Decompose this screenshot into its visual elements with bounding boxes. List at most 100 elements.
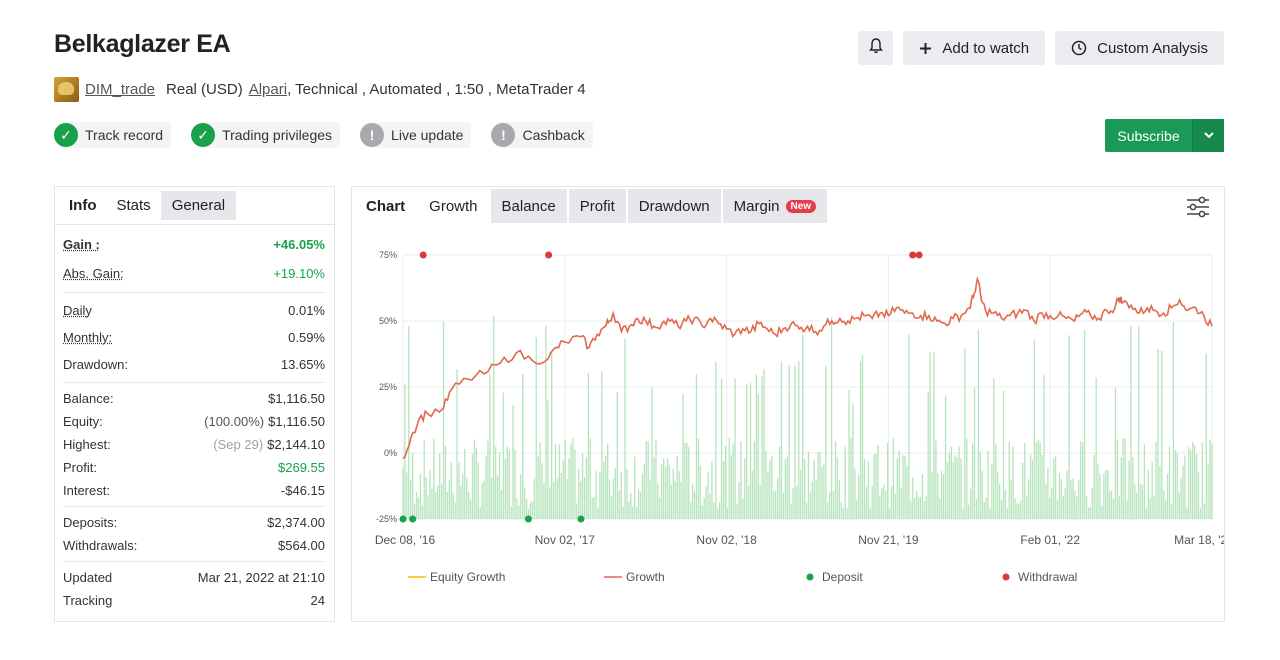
system-meta: DIM_trade Real (USD) Alpari , Technical … xyxy=(54,77,586,102)
notification-button[interactable] xyxy=(858,31,894,65)
growth-chart[interactable]: 75% 50% 25% 0% -25% Dec 08, '16 Nov 02, '17 Nov… xyxy=(352,225,1224,621)
abs-gain-label[interactable]: Abs. Gain: xyxy=(63,266,124,281)
gain-value: +46.05% xyxy=(273,237,325,252)
y-tick-label: -25% xyxy=(376,514,397,524)
highest-date: (Sep 29) xyxy=(213,437,264,452)
subscribe-label: Subscribe xyxy=(1105,119,1193,152)
legend-swatch xyxy=(806,573,814,581)
x-tick-label: Nov 21, '19 xyxy=(858,533,919,547)
plus-icon xyxy=(919,42,932,55)
badge-trading-privileges[interactable]: ✓ Trading privileges xyxy=(191,122,341,148)
check-icon: ✓ xyxy=(191,123,216,147)
x-tick-label: Nov 02, '17 xyxy=(535,533,596,547)
gain-label[interactable]: Gain : xyxy=(63,237,100,252)
deposit-marker xyxy=(409,515,417,523)
badge-cashback[interactable]: ! Cashback xyxy=(491,122,593,148)
tab-general[interactable]: General xyxy=(160,191,237,220)
x-tick-label: Nov 02, '18 xyxy=(696,533,757,547)
subscribe-button[interactable]: Subscribe xyxy=(1105,119,1224,152)
badge-label: Trading privileges xyxy=(222,127,333,143)
clock-icon xyxy=(1071,40,1087,56)
legend-swatch xyxy=(1002,573,1010,581)
settings-sliders-icon[interactable] xyxy=(1186,196,1210,221)
badge-label: Cashback xyxy=(522,127,585,143)
legend-label: Equity Growth xyxy=(430,570,505,584)
monthly-label[interactable]: Monthly: xyxy=(63,330,113,345)
balance-value: $1,116.50 xyxy=(268,391,325,406)
interest-value: -$46.15 xyxy=(280,483,325,498)
tab-margin[interactable]: Margin New xyxy=(722,189,828,223)
tab-profit[interactable]: Profit xyxy=(568,189,626,223)
add-to-watch-button[interactable]: Add to watch xyxy=(903,31,1046,65)
legend-label: Deposit xyxy=(822,570,863,584)
check-icon: ✓ xyxy=(54,123,78,147)
badge-live-update[interactable]: ! Live update xyxy=(360,122,472,148)
account-type: Real (USD) xyxy=(166,81,243,98)
status-badges: ✓ Track record ✓ Trading privileges ! Li… xyxy=(54,122,593,148)
avatar[interactable] xyxy=(54,77,79,102)
tab-info[interactable]: Info xyxy=(69,197,97,214)
daily-value: 0.01% xyxy=(288,303,325,318)
info-panel: Info Stats General Gain : +46.05% Abs. Ga… xyxy=(54,186,335,622)
tab-chart[interactable]: Chart xyxy=(366,197,406,215)
exclamation-icon: ! xyxy=(491,123,516,147)
y-tick-label: 75% xyxy=(379,250,397,260)
bell-icon xyxy=(869,38,883,58)
badge-label: Track record xyxy=(85,127,164,143)
updated-value: Mar 21, 2022 at 21:10 xyxy=(197,570,325,585)
custom-analysis-button[interactable]: Custom Analysis xyxy=(1055,31,1224,65)
equity-value: $1,116.50 xyxy=(268,414,325,429)
withdrawal-marker xyxy=(915,251,923,259)
withdrawal-marker xyxy=(545,251,553,259)
profit-value: $269.55 xyxy=(278,460,325,475)
tab-growth[interactable]: Growth xyxy=(418,189,489,223)
withdrawal-marker xyxy=(419,251,427,259)
deposits-value: $2,374.00 xyxy=(267,515,325,530)
equity-percent: (100.00%) xyxy=(204,414,265,429)
y-tick-label: 25% xyxy=(379,382,397,392)
profit-label: Profit: xyxy=(63,460,97,475)
balance-label: Balance: xyxy=(63,391,114,406)
custom-analysis-label: Custom Analysis xyxy=(1097,39,1208,57)
deposit-marker xyxy=(577,515,585,523)
drawdown-value: 13.65% xyxy=(280,357,325,372)
drawdown-label: Drawdown: xyxy=(63,357,129,372)
chart-tabs: Chart Growth Balance Profit Drawdown Mar… xyxy=(352,187,1224,225)
highest-label: Highest: xyxy=(63,437,111,452)
withdrawals-label: Withdrawals: xyxy=(63,538,138,553)
interest-label: Interest: xyxy=(63,483,110,498)
add-to-watch-label: Add to watch xyxy=(942,39,1030,57)
abs-gain-value: +19.10% xyxy=(273,266,325,281)
page-title: Belkaglazer EA xyxy=(54,30,231,58)
legend-label: Growth xyxy=(626,570,665,584)
daily-label[interactable]: Daily xyxy=(63,303,92,318)
tab-stats[interactable]: Stats xyxy=(116,197,151,214)
tab-balance[interactable]: Balance xyxy=(490,189,567,223)
badge-track-record[interactable]: ✓ Track record xyxy=(54,122,172,148)
tracking-label: Tracking xyxy=(63,593,113,608)
badge-label: Live update xyxy=(391,127,464,143)
author-link[interactable]: DIM_trade xyxy=(85,81,156,98)
x-tick-label: Mar 18, '22 xyxy=(1174,533,1224,547)
chevron-down-icon[interactable] xyxy=(1193,119,1224,152)
top-toolbar: Add to watch Custom Analysis xyxy=(858,31,1224,65)
tab-drawdown[interactable]: Drawdown xyxy=(627,189,721,223)
updated-label: Updated xyxy=(63,570,113,585)
system-details: , Technical , Automated , 1:50 , MetaTra… xyxy=(287,81,586,98)
deposits-label: Deposits: xyxy=(63,515,118,530)
withdrawal-marker xyxy=(909,251,917,259)
legend-label: Withdrawal xyxy=(1018,570,1077,584)
deposit-marker xyxy=(524,515,532,523)
new-badge: New xyxy=(785,199,817,213)
y-tick-label: 50% xyxy=(379,316,397,326)
exclamation-icon: ! xyxy=(360,123,385,147)
withdrawals-value: $564.00 xyxy=(278,538,325,553)
tab-margin-label: Margin xyxy=(733,197,780,215)
monthly-value: 0.59% xyxy=(288,330,325,345)
x-tick-label: Feb 01, '22 xyxy=(1020,533,1080,547)
broker-link[interactable]: Alpari xyxy=(248,81,288,98)
highest-value: $2,144.10 xyxy=(267,437,325,452)
equity-label: Equity: xyxy=(63,414,103,429)
info-tabs: Info Stats General xyxy=(55,187,334,225)
deposit-marker xyxy=(399,515,407,523)
